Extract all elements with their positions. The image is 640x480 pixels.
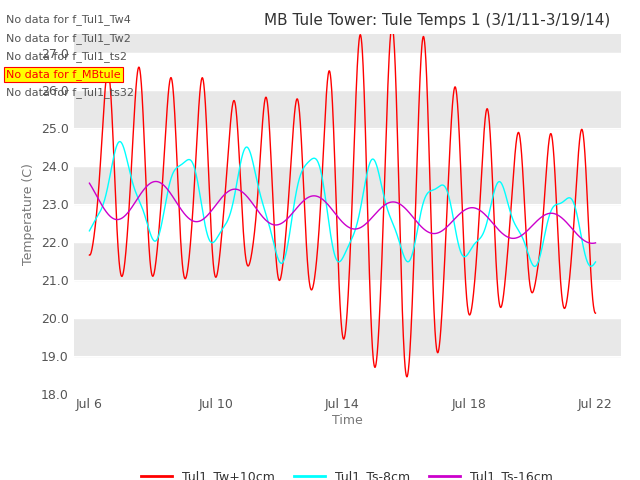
Text: No data for f_Tul1_ts2: No data for f_Tul1_ts2	[6, 51, 127, 62]
Text: MB Tule Tower: Tule Temps 1 (3/1/11-3/19/14): MB Tule Tower: Tule Temps 1 (3/1/11-3/19…	[264, 13, 610, 28]
Bar	[74, 204, 621, 242]
Bar	[74, 356, 621, 394]
Bar	[74, 166, 621, 204]
Text: No data for f_Tul1_Tw4: No data for f_Tul1_Tw4	[6, 14, 131, 25]
X-axis label: Time: Time	[332, 414, 363, 427]
Bar	[74, 280, 621, 318]
Bar	[74, 318, 621, 356]
Bar	[74, 128, 621, 166]
Bar	[74, 52, 621, 90]
Text: No data for f_MBtule: No data for f_MBtule	[6, 69, 121, 80]
Bar	[74, 90, 621, 128]
Bar	[74, 242, 621, 280]
Y-axis label: Temperature (C): Temperature (C)	[22, 163, 35, 264]
Text: No data for f_Tul1_ts32: No data for f_Tul1_ts32	[6, 87, 134, 98]
Legend: Tul1_Tw+10cm, Tul1_Ts-8cm, Tul1_Ts-16cm: Tul1_Tw+10cm, Tul1_Ts-8cm, Tul1_Ts-16cm	[136, 465, 558, 480]
Text: No data for f_Tul1_Tw2: No data for f_Tul1_Tw2	[6, 33, 131, 44]
